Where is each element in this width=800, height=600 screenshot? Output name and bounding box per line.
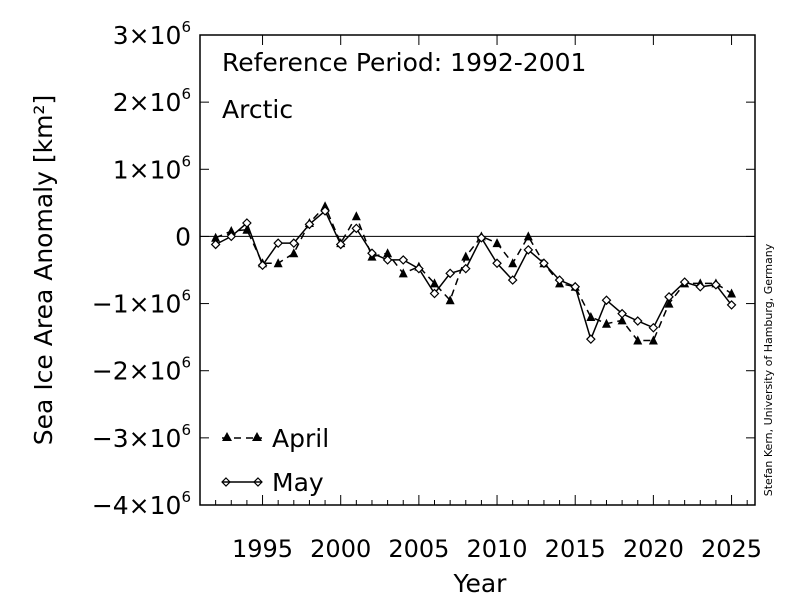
- legend-label-may: May: [272, 468, 324, 497]
- data-point-april: [351, 211, 361, 221]
- x-tick-label: 2020: [623, 535, 684, 563]
- data-point-may: [210, 239, 221, 250]
- y-tick-label: 2×106: [113, 85, 191, 117]
- x-tick-label: 2005: [388, 535, 449, 563]
- data-point-may: [476, 232, 487, 243]
- legend-marker-april-left: [222, 432, 232, 441]
- data-point-april: [289, 248, 299, 258]
- y-tick-label: −4×106: [92, 488, 191, 520]
- data-point-may: [664, 292, 674, 302]
- x-tick-label: 2000: [310, 535, 371, 563]
- x-tick-label: 2015: [545, 535, 606, 563]
- data-point-may: [335, 239, 346, 250]
- data-point-may: [601, 295, 612, 306]
- x-tick-label: 2025: [701, 535, 762, 563]
- data-point-may: [320, 206, 330, 216]
- data-point-may: [367, 248, 377, 259]
- x-tick-label: 2010: [467, 535, 528, 563]
- y-tick-label: −1×106: [92, 287, 191, 319]
- y-tick-label: 3×106: [113, 18, 191, 50]
- x-axis-title: Year: [453, 569, 508, 598]
- data-point-may: [523, 245, 534, 255]
- legend-item-may: May: [221, 468, 324, 497]
- annotation-reference-period: Reference Period: 1992-2001: [222, 48, 586, 77]
- data-point-april: [586, 312, 596, 321]
- data-point-may: [617, 308, 627, 319]
- y-axis-title: Sea Ice Area Anomaly [km²]: [29, 95, 58, 445]
- data-point-april: [727, 288, 737, 298]
- data-point-april: [617, 315, 627, 325]
- series-april: [211, 201, 737, 345]
- series-line-may: [215, 209, 733, 342]
- data-point-may: [585, 334, 596, 345]
- data-point-may: [554, 275, 565, 285]
- y-tick-label: 1×106: [113, 152, 191, 184]
- legend-marker-may-right: [253, 477, 263, 487]
- data-point-may: [273, 238, 284, 248]
- data-point-april: [664, 298, 674, 308]
- data-point-april: [461, 251, 471, 261]
- y-tick-label: −3×106: [92, 421, 191, 453]
- data-point-april: [633, 335, 643, 345]
- data-point-may: [257, 260, 268, 271]
- annotation-region: Arctic: [222, 95, 293, 124]
- data-point-april: [430, 278, 440, 288]
- data-point-may: [711, 279, 721, 290]
- data-point-may: [539, 258, 549, 269]
- data-point-may: [445, 268, 455, 279]
- series-layer: [210, 201, 737, 345]
- data-point-april: [601, 318, 611, 328]
- data-point-april: [492, 238, 502, 248]
- data-point-april: [383, 248, 393, 258]
- data-point-may: [414, 263, 424, 274]
- credit-text: Stefan Kern, University of Hamburg, Germ…: [762, 243, 775, 496]
- x-tick-label: 1995: [232, 535, 293, 563]
- data-point-april: [273, 258, 283, 268]
- data-point-april: [211, 232, 221, 242]
- data-point-may: [695, 281, 706, 292]
- data-point-april: [523, 231, 533, 241]
- data-point-may: [382, 255, 393, 265]
- data-point-may: [242, 218, 252, 228]
- legend: April May: [221, 424, 329, 497]
- legend-item-april: April: [222, 424, 329, 453]
- data-point-may: [492, 258, 502, 269]
- data-point-may: [398, 255, 409, 265]
- data-point-april: [226, 226, 236, 236]
- data-point-may: [226, 231, 237, 242]
- data-point-may: [570, 281, 581, 292]
- data-point-may: [679, 277, 690, 287]
- data-point-april: [648, 335, 658, 345]
- data-point-may: [351, 223, 362, 234]
- y-axis: 3×106 2×106 1×106 0 −1×106 −2×106 −3×106 −4×106: [92, 18, 755, 520]
- data-point-april: [242, 224, 252, 234]
- plot-frame: [199, 34, 756, 506]
- data-point-may: [429, 288, 440, 299]
- data-point-may: [632, 316, 643, 326]
- x-axis: 1995 2000 2005 2010 2015 2020 2025: [199, 35, 762, 563]
- data-point-may: [304, 219, 315, 230]
- legend-marker-may-left: [221, 477, 231, 487]
- data-point-may: [288, 238, 299, 248]
- data-point-may: [507, 275, 518, 285]
- data-point-april: [320, 201, 330, 211]
- legend-marker-april-right: [252, 432, 262, 441]
- axes-box: [199, 34, 756, 506]
- series-line-april: [215, 204, 732, 342]
- data-point-may: [460, 263, 471, 274]
- data-point-april: [445, 295, 455, 305]
- data-point-may: [726, 300, 737, 310]
- legend-label-april: April: [272, 424, 329, 453]
- series-may: [210, 206, 737, 345]
- data-point-may: [648, 322, 659, 333]
- y-tick-label: −2×106: [92, 354, 191, 386]
- data-point-april: [398, 268, 408, 278]
- data-point-april: [508, 258, 518, 268]
- y-tick-label: 0: [175, 222, 191, 251]
